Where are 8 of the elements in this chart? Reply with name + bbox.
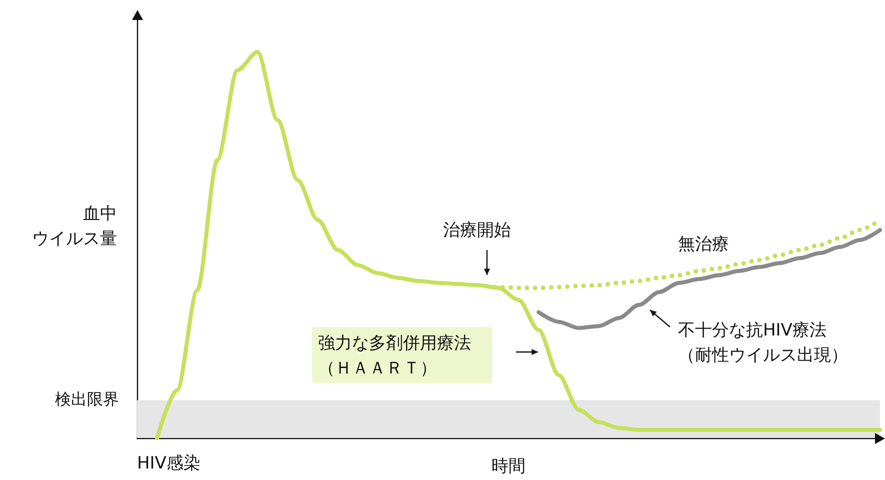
y-axis-title: 血中ウイルス量	[32, 204, 117, 249]
series-label: 不十分な抗HIV療法（耐性ウイルス出現）	[678, 320, 848, 366]
text: HIV感染	[137, 454, 200, 474]
x-axis-title: 時間	[492, 456, 526, 476]
annotation: 治療開始	[443, 220, 511, 240]
text: 強力な多剤併用療法（ＨＡＡＲＴ）	[318, 334, 471, 378]
series-label: 無治療	[678, 234, 729, 254]
band-label: 検出限界	[55, 390, 119, 409]
